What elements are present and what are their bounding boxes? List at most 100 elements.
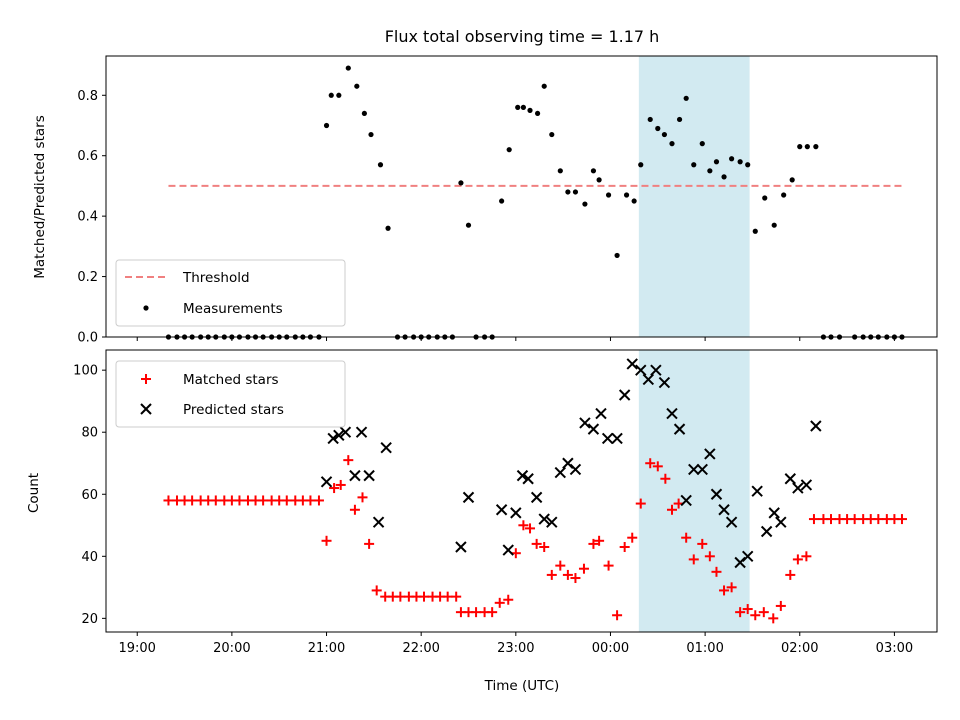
data-point [618,389,631,401]
legend-measurements-label: Measurements [183,301,283,317]
data-point [345,65,351,71]
data-point [538,513,550,525]
series-2-points [320,358,822,569]
data-point [395,591,406,602]
legend-predicted-swatch-d2 [140,403,152,415]
data-point [522,473,534,485]
data-point [323,122,330,129]
data-point [516,469,529,482]
legend-matched-swatch [141,374,151,384]
data-point-d2 [751,485,763,497]
data-point [380,442,392,454]
data-point [762,195,768,201]
data-point [462,491,475,504]
data-point-d2 [502,544,514,556]
legend-predicted-label: Predicted stars [183,402,284,418]
data-point [328,92,334,98]
data-point [541,83,547,89]
data-point-d2 [792,482,804,494]
data-point-d2 [363,469,375,482]
data-point [335,479,346,490]
data-point [495,504,508,516]
x-tick-label: 00:00 [592,641,629,656]
data-point [525,523,536,534]
data-point [368,131,374,138]
data-point [451,591,462,602]
x-tick-label: 22:00 [402,641,439,656]
data-point [601,432,614,445]
data-point-d2 [327,432,339,445]
data-point [555,560,566,571]
data-point [873,514,884,525]
data-point [578,563,589,574]
data-point [354,83,360,89]
top-y-axis-label: Matched/Predicted stars [32,115,48,278]
data-point [784,473,797,485]
data-point-d2 [741,550,754,563]
data-point [669,141,675,147]
data-point-d2 [626,358,638,370]
data-point [539,541,550,552]
data-point [688,554,699,565]
data-point [506,147,512,153]
data-point [725,516,738,528]
data-point [726,582,737,593]
data-point-d2 [784,473,797,485]
data-point [704,551,715,562]
data-point [357,492,368,503]
data-point-d2 [380,442,392,454]
data-point [661,131,668,138]
data-point [510,507,522,519]
chart-title: Flux total observing time = 1.17 h [385,27,660,46]
data-point-d2 [349,469,361,482]
data-point [499,198,505,204]
data-point [515,104,521,110]
x-tick-label: 02:00 [781,641,818,656]
data-point [750,610,761,621]
data-point [696,463,708,476]
data-point [349,504,360,515]
data-point-d2 [688,463,700,476]
data-point-d2 [760,525,773,538]
data-point [614,252,620,259]
data-point-d2 [530,491,543,504]
data-point [587,423,600,435]
data-point-d2 [595,407,607,420]
highlight-span [638,56,750,337]
data-point [647,116,653,123]
data-point [801,551,812,562]
bottom-panel: Count Time (UTC) 20 40 60 80 100 19:00 20:00 21… [26,349,938,694]
data-point [527,107,533,113]
data-point [371,585,382,596]
data-point [321,535,332,546]
data-point [697,538,708,549]
data-point [333,429,345,442]
data-point [673,423,686,435]
data-point [385,225,391,231]
data-point-d2 [618,389,631,401]
data-point [313,495,324,506]
data-point [775,600,786,611]
data-point [792,554,803,565]
top-panel: Flux total observing time = 1.17 h Match… [32,27,938,346]
data-point [530,491,543,504]
data-point-d2 [372,516,385,528]
data-point [572,189,579,195]
data-point [549,131,555,138]
data-point [546,516,558,528]
data-point [683,95,689,101]
legend-box [115,360,346,428]
data-point [771,222,777,228]
data-point [642,373,655,386]
data-point [688,463,700,476]
axes-frame [105,349,938,633]
data-point [339,426,352,438]
y-tick-label: 100 [73,364,98,379]
data-point [531,538,542,549]
data-point [187,495,198,506]
data-point-d2 [768,507,780,519]
data-point-d2 [666,407,678,420]
data-point-d2 [810,420,822,432]
data-point [627,532,638,543]
